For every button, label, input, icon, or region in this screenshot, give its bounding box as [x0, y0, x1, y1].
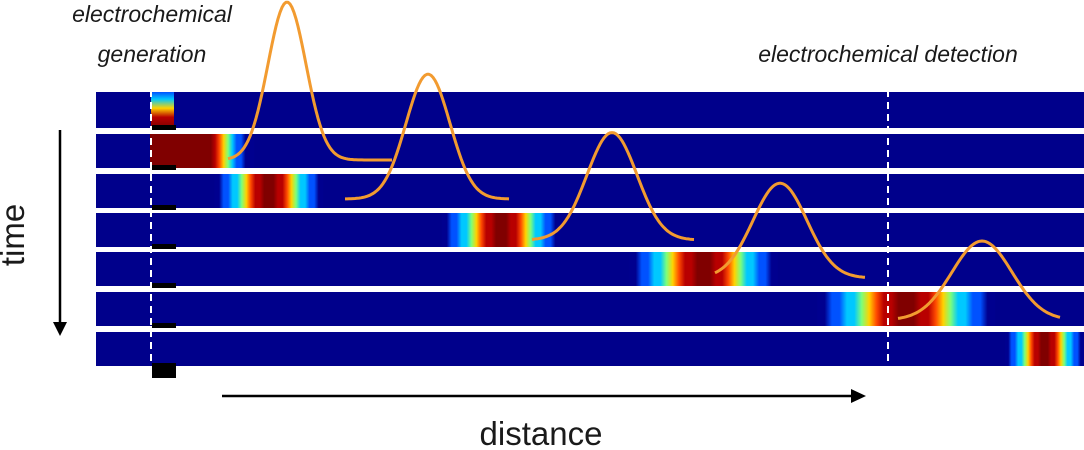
strip-background [96, 92, 1084, 128]
strip-separator [96, 130, 1084, 134]
time-axis-label: time [0, 204, 31, 266]
electrode-notch [152, 205, 176, 210]
analyte-band [817, 290, 996, 326]
detection-label: electrochemical detection [758, 41, 1018, 67]
concentration-peak [714, 181, 866, 279]
strip-separator [96, 248, 1084, 252]
analyte-band [150, 132, 255, 168]
strip-separator [96, 170, 1084, 174]
analyte-band [441, 211, 561, 247]
electrode-notch [152, 363, 176, 368]
strip-separator [96, 328, 1084, 332]
electrode-notch [152, 125, 176, 130]
analyte-band [1004, 330, 1084, 366]
concentration-peak [345, 72, 510, 201]
electrode-notch [152, 283, 176, 288]
strip-background [96, 330, 1084, 366]
electrode-notch [152, 244, 176, 249]
electrode-notch [152, 165, 176, 170]
strip-separator [96, 288, 1084, 292]
distance-axis-label: distance [480, 415, 603, 450]
time-arrow-head [53, 322, 67, 336]
concentration-peak [531, 131, 695, 241]
generation-label-line2: generation [98, 41, 207, 67]
concentration-peak [897, 239, 1061, 320]
strip-background [96, 250, 1084, 286]
analyte-band [629, 250, 778, 286]
distance-arrow-head [851, 389, 866, 403]
concentration-peak [227, 0, 392, 162]
analyte-band [214, 172, 324, 208]
generation-label-line1: electrochemical [72, 1, 233, 27]
concentration-peak-traces [227, 0, 1061, 320]
generation-onset-band [151, 92, 174, 128]
strip-separator [96, 209, 1084, 213]
time-strip-stack [96, 92, 1084, 378]
strip-background [96, 132, 1084, 168]
strip-background [96, 211, 1084, 247]
electrode-notch [152, 323, 176, 328]
